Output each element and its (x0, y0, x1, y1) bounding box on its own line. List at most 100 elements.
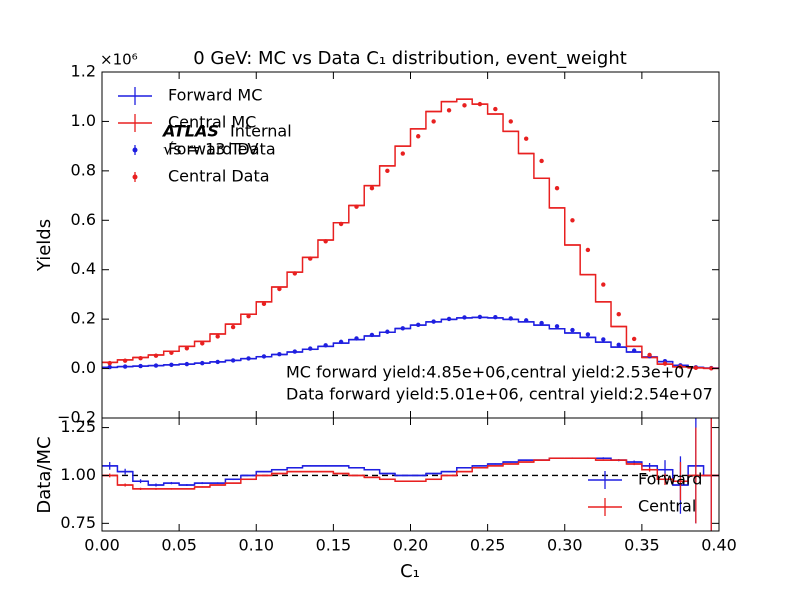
data-point (323, 343, 328, 348)
data-point (416, 134, 421, 139)
data-point (631, 336, 637, 342)
data-point (246, 356, 251, 361)
data-point (215, 334, 220, 339)
x-tick-label: 0.10 (238, 536, 274, 555)
data-point (261, 354, 267, 359)
y-tick-label: −0.2 (57, 408, 96, 427)
data-point (647, 352, 652, 358)
annotation: MC forward yield:4.85e+06,central yield:… (286, 363, 695, 382)
legend-label: Forward MC (168, 86, 262, 105)
y-tick-label: 0.2 (71, 309, 96, 328)
data-point (631, 348, 637, 353)
data-point (662, 361, 668, 366)
data-point (416, 322, 421, 328)
data-point (122, 358, 128, 363)
data-point (462, 315, 467, 320)
y-tick-label: 0.75 (60, 513, 96, 532)
energy-label: √s = 13 TeV (163, 140, 258, 159)
data-point (169, 350, 174, 355)
x-tick-label: 0.15 (316, 536, 352, 555)
data-point (585, 332, 591, 337)
data-point (446, 108, 452, 113)
atlas-status: Internal (230, 122, 292, 141)
data-point (570, 327, 575, 333)
y-axis-label: Yields (34, 219, 55, 272)
data-point (138, 363, 143, 369)
data-point (431, 319, 436, 324)
x-tick-label: 0.20 (393, 536, 429, 555)
data-point (338, 339, 344, 345)
atlas-label: ATLAS (161, 122, 219, 141)
y-tick-label: 0.0 (71, 358, 96, 377)
data-point (400, 151, 405, 156)
data-point (369, 185, 375, 191)
legend-label: Central MC (168, 113, 256, 132)
data-point (153, 353, 159, 358)
data-point (570, 218, 575, 223)
data-point (292, 271, 298, 276)
legend-label: Central Data (168, 167, 270, 186)
data-point (431, 119, 436, 124)
data-point (308, 346, 313, 351)
data-point (338, 221, 344, 227)
y-tick-label: 1.25 (60, 417, 96, 436)
data-point (323, 239, 328, 244)
data-point (292, 349, 298, 354)
x-tick-label: 0.00 (84, 536, 120, 555)
data-point (523, 318, 529, 323)
data-point (230, 324, 236, 330)
data-point (215, 359, 220, 365)
data-point (354, 204, 359, 209)
data-point (277, 286, 282, 292)
legend-label: Forward Data (168, 140, 276, 159)
data-point (493, 106, 498, 112)
y-tick-label: 0.6 (71, 210, 96, 229)
data-point (354, 336, 359, 341)
y-tick-label: 1.0 (71, 111, 96, 130)
data-point (246, 313, 251, 319)
data-point (153, 363, 159, 368)
data-point (261, 301, 267, 307)
data-point (601, 337, 606, 342)
data-point (554, 185, 560, 191)
data-point (508, 316, 513, 321)
chart-title: 0 GeV: MC vs Data C₁ distribution, event… (193, 48, 627, 69)
data-point (539, 158, 544, 164)
data-point (678, 364, 683, 369)
data-point (601, 282, 606, 287)
data-point (616, 342, 621, 348)
data-point (539, 320, 544, 326)
data-point (385, 168, 390, 174)
data-point (369, 332, 375, 338)
data-point (462, 103, 467, 108)
data-point (200, 360, 205, 366)
data-point (184, 346, 190, 351)
data-point (554, 324, 560, 329)
x-tick-label: 0.05 (161, 536, 197, 555)
legend-label: Forward (638, 470, 702, 489)
x-tick-label: 0.25 (470, 536, 506, 555)
main-plot-area (102, 98, 719, 371)
data-point (446, 316, 452, 322)
data-point (200, 341, 205, 346)
data-point (508, 119, 513, 124)
x-axis-label: C₁ (400, 561, 420, 582)
y-tick-label: 1.00 (60, 465, 96, 484)
data-point (122, 364, 128, 369)
step-outline (102, 98, 719, 370)
data-point (616, 312, 621, 317)
data-point (400, 326, 405, 331)
x-tick-label: 0.35 (624, 536, 660, 555)
data-point (477, 314, 483, 320)
data-point (477, 101, 483, 107)
data-point (107, 360, 112, 366)
y-scale-label: ×10⁶ (100, 51, 138, 69)
data-point (277, 352, 282, 357)
ratio-y-axis-label: Data/MC (34, 436, 55, 513)
data-point (184, 361, 190, 367)
y-tick-label: 0.8 (71, 160, 96, 179)
data-point (493, 314, 498, 320)
data-point (523, 136, 529, 141)
